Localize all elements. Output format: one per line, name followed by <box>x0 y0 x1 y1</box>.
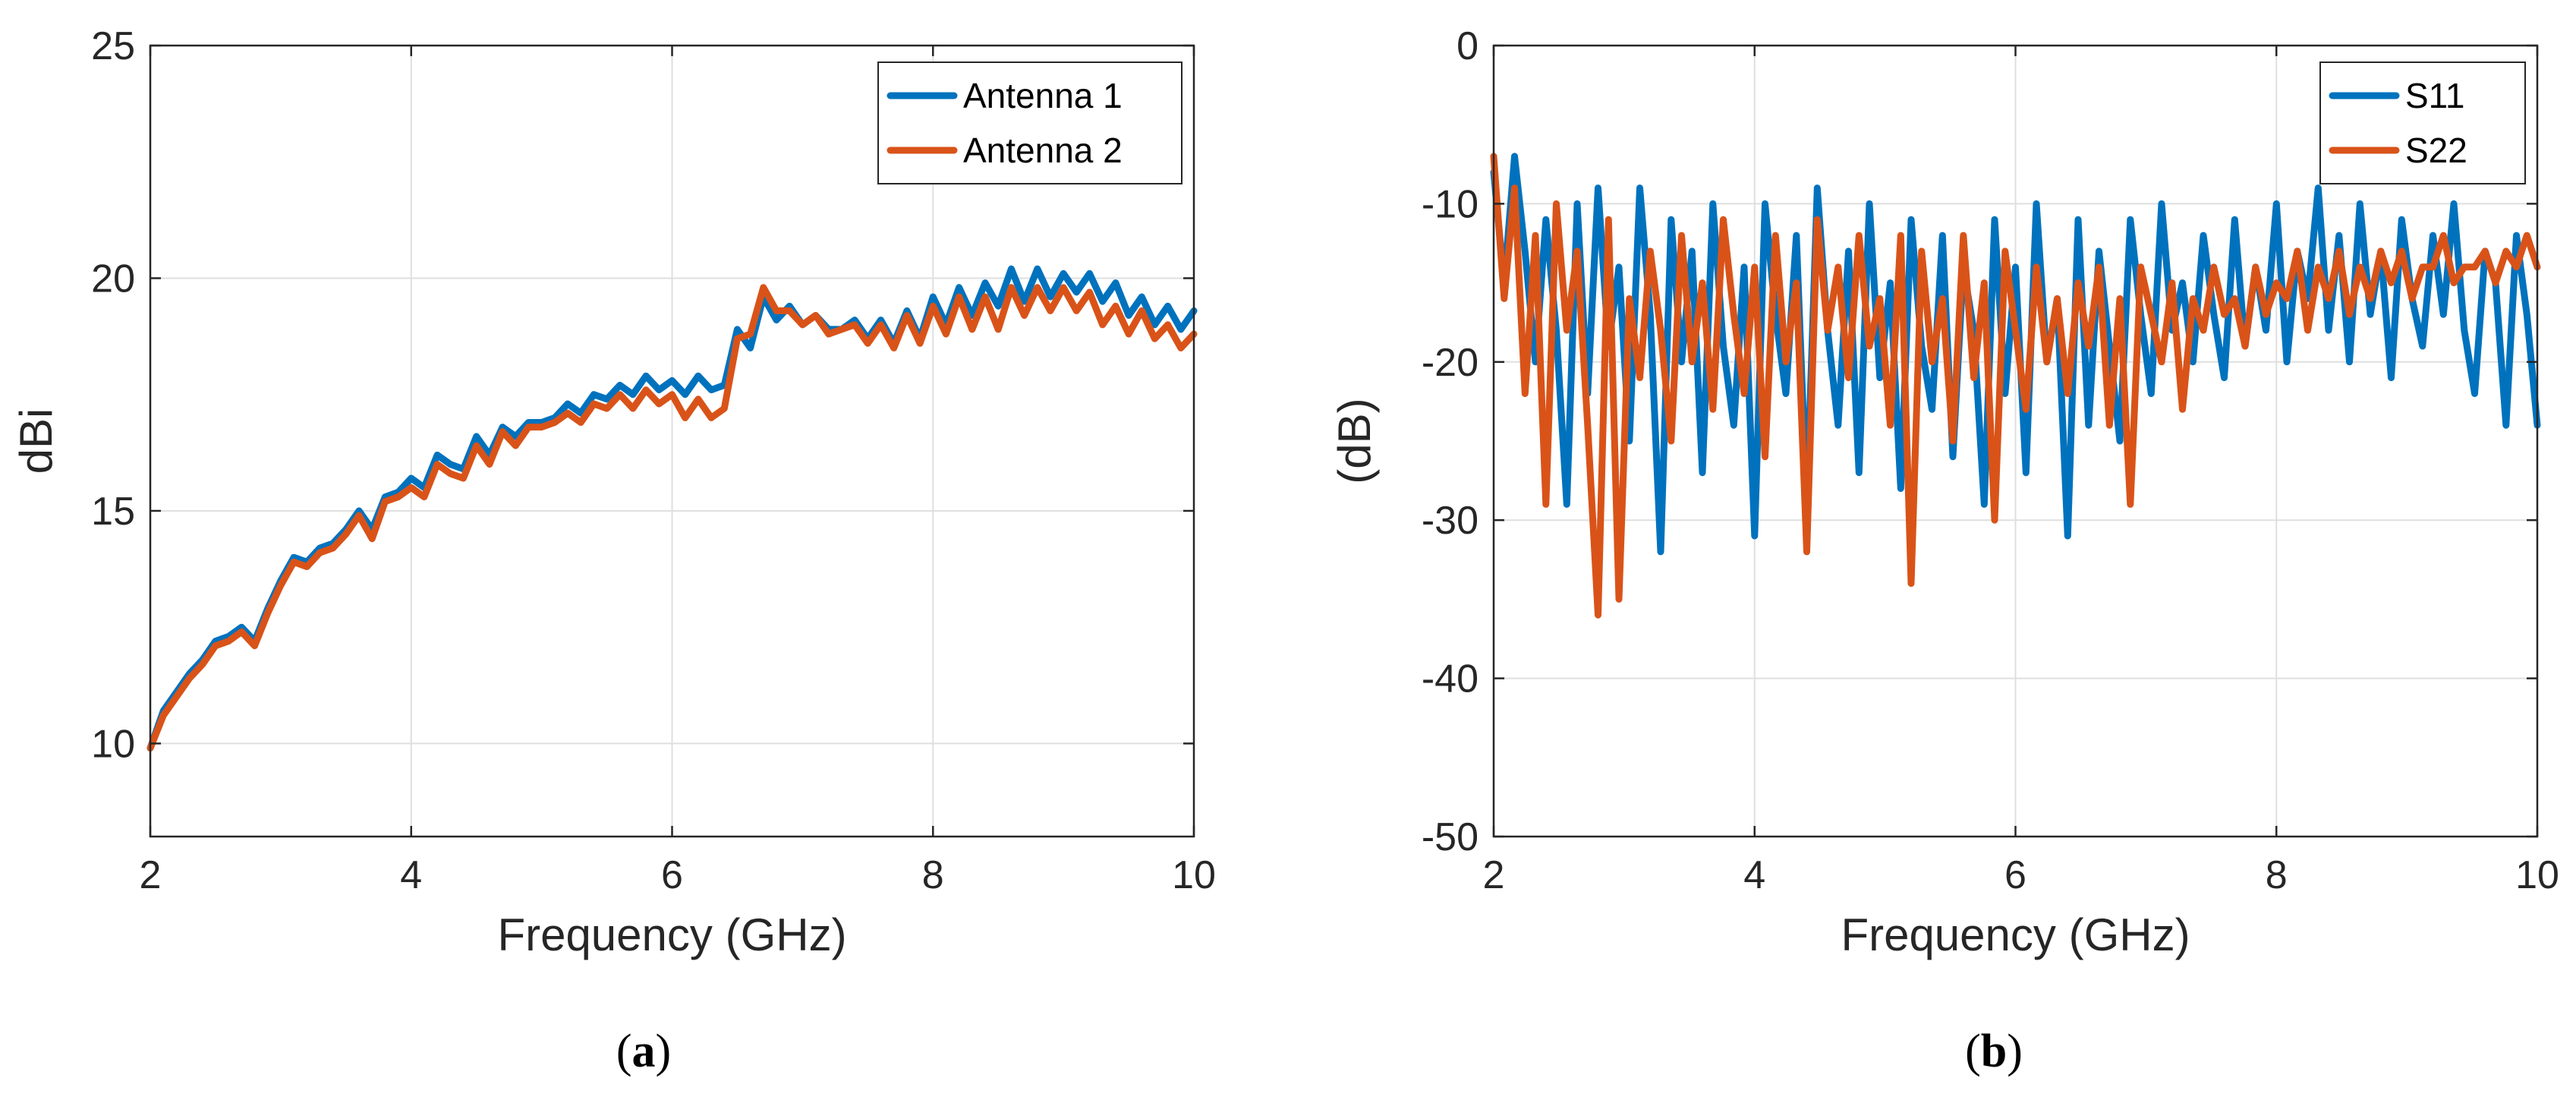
caption-close: ) <box>656 1026 672 1077</box>
y-tick-label: -10 <box>1422 182 1479 226</box>
x-tick-label: 2 <box>140 853 162 897</box>
tick-labels: 2 4 6 8 10 10 15 20 25 <box>91 24 1216 897</box>
x-tick-label: 2 <box>1483 853 1505 897</box>
series-line-antenna-1 <box>146 265 1198 752</box>
caption-letter: b <box>1981 1026 2007 1077</box>
x-axis-label: Frequency (GHz) <box>497 909 846 960</box>
y-axis-label: dBi <box>11 408 61 474</box>
series-layer <box>1490 153 2541 619</box>
y-tick-label: -20 <box>1422 341 1479 385</box>
legend-box <box>2319 61 2526 184</box>
chart-panel-b: 2 4 6 8 10 0 -10 -20 -30 -40 -50 Frequency (GHz) (… <box>1329 24 2559 1077</box>
x-tick-label: 10 <box>2515 853 2559 897</box>
caption-close: ) <box>2007 1026 2023 1077</box>
legend: Antenna 1 Antenna 2 <box>877 61 1183 184</box>
caption-open: ( <box>616 1026 632 1077</box>
series-line-s22 <box>1490 153 2541 619</box>
legend-label-antenna-1: Antenna 1 <box>963 76 1123 115</box>
y-tick-label: 10 <box>91 722 135 766</box>
x-tick-label: 8 <box>922 853 944 897</box>
y-tick-label: 25 <box>91 24 135 68</box>
caption-b: (b) <box>1965 1026 2023 1077</box>
y-tick-label: -30 <box>1422 499 1479 543</box>
caption-letter: a <box>632 1026 656 1077</box>
x-tick-label: 6 <box>661 853 683 897</box>
legend-box <box>877 61 1183 184</box>
x-tick-label: 4 <box>1743 853 1765 897</box>
series-layer <box>146 265 1198 752</box>
legend: S11 S22 <box>2319 61 2526 184</box>
x-tick-label: 6 <box>2004 853 2026 897</box>
series-line-antenna-2 <box>146 284 1198 752</box>
y-tick-label: -50 <box>1422 815 1479 859</box>
y-tick-label: 15 <box>91 490 135 534</box>
legend-label-s11: S11 <box>2405 76 2464 115</box>
caption-open: ( <box>1965 1026 1981 1077</box>
y-tick-label: 20 <box>91 257 135 301</box>
series-line-s11 <box>1490 153 2541 556</box>
y-axis-label: (dB) <box>1329 398 1380 484</box>
x-tick-label: 10 <box>1172 853 1216 897</box>
x-tick-label: 8 <box>2266 853 2288 897</box>
chart-panel-a: 2 4 6 8 10 10 15 20 25 Frequency (GHz) dBi Anten… <box>11 24 1216 1077</box>
caption-a: (a) <box>616 1026 671 1077</box>
legend-label-s22: S22 <box>2405 131 2467 170</box>
x-tick-label: 4 <box>400 853 422 897</box>
y-tick-label: -40 <box>1422 657 1479 701</box>
y-tick-label: 0 <box>1456 24 1479 68</box>
legend-label-antenna-2: Antenna 2 <box>963 131 1123 170</box>
tick-labels: 2 4 6 8 10 0 -10 -20 -30 -40 -50 <box>1422 24 2559 897</box>
x-axis-label: Frequency (GHz) <box>1841 909 2190 960</box>
